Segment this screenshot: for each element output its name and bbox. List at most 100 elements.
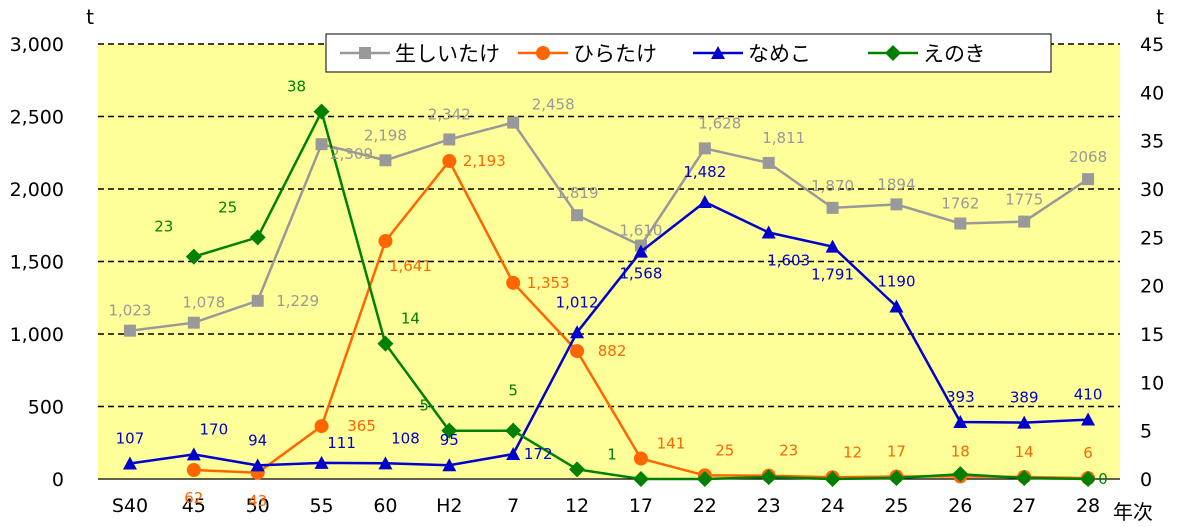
data-label: 141 [657, 435, 686, 453]
data-label: 882 [598, 342, 627, 360]
data-label: 1,641 [389, 257, 432, 275]
data-label: 1,870 [811, 177, 854, 195]
data-label: 1,568 [619, 265, 662, 283]
x-tick-label: 28 [1076, 495, 1100, 517]
data-label: 18 [951, 442, 970, 460]
data-point [885, 45, 901, 61]
y-right-tick-label: 15 [1140, 324, 1164, 346]
data-point [315, 138, 328, 151]
y-left-tick-label: 2,000 [10, 179, 64, 201]
y-left-tick-label: 500 [28, 397, 64, 419]
data-point [698, 142, 711, 155]
data-point [697, 195, 712, 209]
data-point [569, 461, 586, 478]
data-point [314, 455, 329, 469]
data-label: 6 [1083, 444, 1093, 462]
data-label: 170 [199, 420, 228, 438]
data-point [571, 209, 584, 222]
legend-entry: えのき [868, 42, 985, 66]
y-left-tick-label: 1,500 [10, 252, 64, 274]
series-line [129, 121, 1089, 332]
x-tick-label: 22 [693, 495, 717, 517]
series-group [122, 103, 1097, 487]
data-point [123, 324, 136, 337]
data-label: 393 [946, 388, 975, 406]
data-point [570, 344, 585, 359]
data-point [250, 458, 265, 472]
data-label: 1,603 [767, 252, 810, 270]
data-label: 62 [184, 489, 203, 507]
data-point [570, 325, 585, 339]
data-label: 1,023 [108, 302, 151, 320]
x-tick-label: 17 [629, 495, 653, 517]
y-left-tick-label: 3,000 [10, 34, 64, 56]
data-label: 23 [154, 218, 173, 236]
data-point [186, 463, 201, 478]
legend-label: なめこ [748, 42, 811, 66]
y-right-tick-label: 25 [1140, 227, 1164, 249]
data-point [1018, 215, 1031, 228]
data-point [696, 471, 713, 487]
data-label: 94 [248, 431, 267, 449]
data-label: 25 [218, 198, 237, 216]
data-point [1016, 470, 1033, 487]
data-label: 172 [524, 445, 553, 463]
data-point [507, 116, 520, 129]
data-point [249, 229, 266, 246]
data-label: 1 [607, 445, 617, 463]
y-right-tick-label: 20 [1140, 276, 1164, 298]
data-label: 95 [440, 431, 459, 449]
x-tick-label: 12 [565, 495, 589, 517]
x-tick-label: 7 [507, 495, 519, 517]
data-label: 1190 [877, 272, 915, 290]
data-point [314, 419, 329, 434]
y-right-tick-label: 10 [1140, 372, 1164, 394]
y-left-tick-label: 1,000 [10, 324, 64, 346]
data-label: 14 [401, 310, 420, 328]
data-label: 1,791 [811, 266, 854, 284]
data-label: 1,628 [698, 114, 741, 132]
data-point [762, 156, 775, 169]
x-tick-label: 27 [1012, 495, 1036, 517]
data-point [1082, 173, 1095, 186]
data-point [443, 133, 456, 146]
data-point [888, 470, 905, 487]
y-right-tick-label: 35 [1140, 131, 1164, 153]
data-point [442, 154, 457, 169]
data-point [442, 458, 457, 472]
data-label: 1,353 [527, 274, 570, 292]
data-point [1081, 412, 1096, 426]
y-right-tick-label: 0 [1140, 469, 1152, 491]
data-point [632, 471, 649, 487]
y-right-tick-label: 5 [1140, 421, 1152, 443]
data-label: 23 [779, 442, 798, 460]
x-tick-label: 26 [948, 495, 972, 517]
legend-box [325, 33, 1052, 73]
x-tick-label: 45 [182, 495, 206, 517]
series-生しいたけ [123, 116, 1095, 337]
data-label: 111 [327, 434, 356, 452]
data-label: 12 [843, 443, 862, 461]
data-label: 389 [1010, 389, 1039, 407]
data-label: 1,482 [683, 163, 726, 181]
data-point [711, 46, 725, 59]
legend: 生しいたけ ひらたけ なめこ えのき [325, 33, 1052, 73]
data-label: 5 [508, 382, 518, 400]
legend-entry: ひらたけ [518, 42, 657, 66]
data-label: 2068 [1069, 148, 1107, 166]
data-label: 1894 [877, 175, 915, 193]
data-point [359, 47, 371, 59]
data-point [826, 201, 839, 214]
data-point [824, 471, 841, 487]
data-point [760, 469, 777, 486]
data-label: 1,012 [556, 293, 599, 311]
data-point [954, 217, 967, 230]
legend-label: えのき [923, 42, 985, 66]
data-label: 1,811 [762, 129, 805, 147]
data-label: 43 [248, 492, 267, 510]
y-right-unit-label: t [1156, 5, 1164, 29]
data-label: 2,309 [330, 145, 373, 163]
data-label: 410 [1074, 386, 1103, 404]
